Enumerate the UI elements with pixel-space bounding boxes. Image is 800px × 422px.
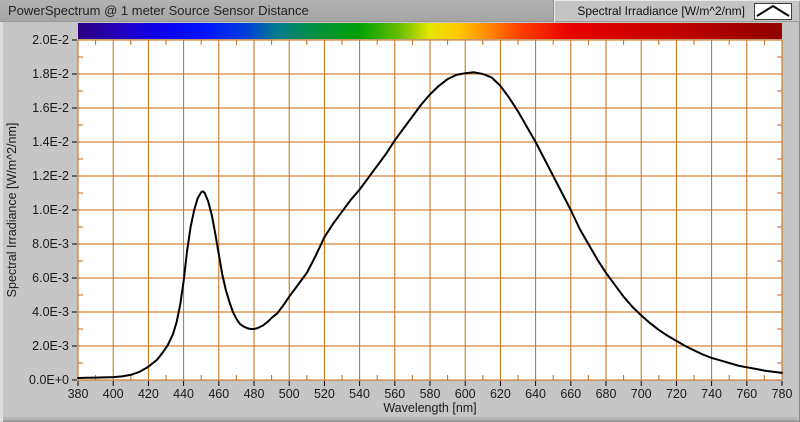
x-tick-label: 620 (490, 387, 511, 401)
wavelength-color-strip (78, 23, 782, 39)
x-tick-label: 600 (455, 387, 476, 401)
y-tick-label: 4.0E-3 (32, 305, 69, 319)
x-tick-label: 700 (631, 387, 652, 401)
y-tick-label: 8.0E-3 (32, 237, 69, 251)
y-tick-label: 1.6E-2 (32, 101, 69, 115)
plot-legend[interactable]: Spectral Irradiance [W/m^2/nm] (553, 0, 800, 22)
y-tick-label: 0.0E+0 (29, 373, 69, 387)
y-tick-label: 1.4E-2 (32, 135, 69, 149)
spectrum-curve (77, 71, 783, 379)
x-tick-label: 440 (173, 387, 194, 401)
graph-title: PowerSpectrum @ 1 meter Source Sensor Di… (8, 3, 309, 18)
x-tick-label: 500 (279, 387, 300, 401)
x-tick-label: 460 (208, 387, 229, 401)
x-tick-label: 760 (736, 387, 757, 401)
x-tick-label: 740 (701, 387, 722, 401)
y-tick-label: 2.0E-2 (32, 33, 69, 47)
y-tick-label: 1.8E-2 (32, 67, 69, 81)
x-tick-label: 540 (349, 387, 370, 401)
x-tick-label: 580 (420, 387, 441, 401)
line-peak-icon[interactable] (754, 2, 792, 20)
x-tick-label: 640 (525, 387, 546, 401)
x-tick-label: 380 (68, 387, 89, 401)
x-tick-label: 660 (560, 387, 581, 401)
x-tick-label: 400 (103, 387, 124, 401)
y-tick-label: 1.0E-2 (32, 203, 69, 217)
x-axis-title: Wavelength [nm] (383, 401, 476, 415)
x-tick-label: 520 (314, 387, 335, 401)
x-tick-label: 480 (244, 387, 265, 401)
x-tick-label: 560 (384, 387, 405, 401)
x-tick-label: 780 (772, 387, 793, 401)
x-tick-label: 420 (138, 387, 159, 401)
y-axis-title: Spectral Irradiance [W/m^2/nm] (5, 123, 19, 298)
x-tick-label: 720 (666, 387, 687, 401)
legend-label: Spectral Irradiance [W/m^2/nm] (577, 4, 745, 18)
y-tick-label: 2.0E-3 (32, 339, 69, 353)
y-tick-label: 1.2E-2 (32, 169, 69, 183)
y-tick-label: 6.0E-3 (32, 271, 69, 285)
x-tick-label: 680 (596, 387, 617, 401)
